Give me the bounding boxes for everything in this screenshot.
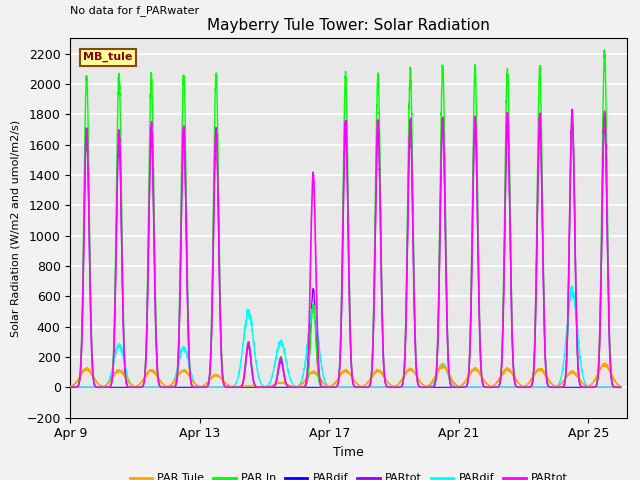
Y-axis label: Solar Radiation (W/m2 and umol/m2/s): Solar Radiation (W/m2 and umol/m2/s) — [11, 120, 20, 336]
Text: No data for f_PARwater: No data for f_PARwater — [70, 5, 200, 16]
X-axis label: Time: Time — [333, 446, 364, 459]
Title: Mayberry Tule Tower: Solar Radiation: Mayberry Tule Tower: Solar Radiation — [207, 18, 490, 33]
Legend: PAR Tule, PAR In, PARdif, PARtot, PARdif, PARtot: PAR Tule, PAR In, PARdif, PARtot, PARdif… — [125, 469, 572, 480]
Text: MB_tule: MB_tule — [83, 52, 132, 62]
